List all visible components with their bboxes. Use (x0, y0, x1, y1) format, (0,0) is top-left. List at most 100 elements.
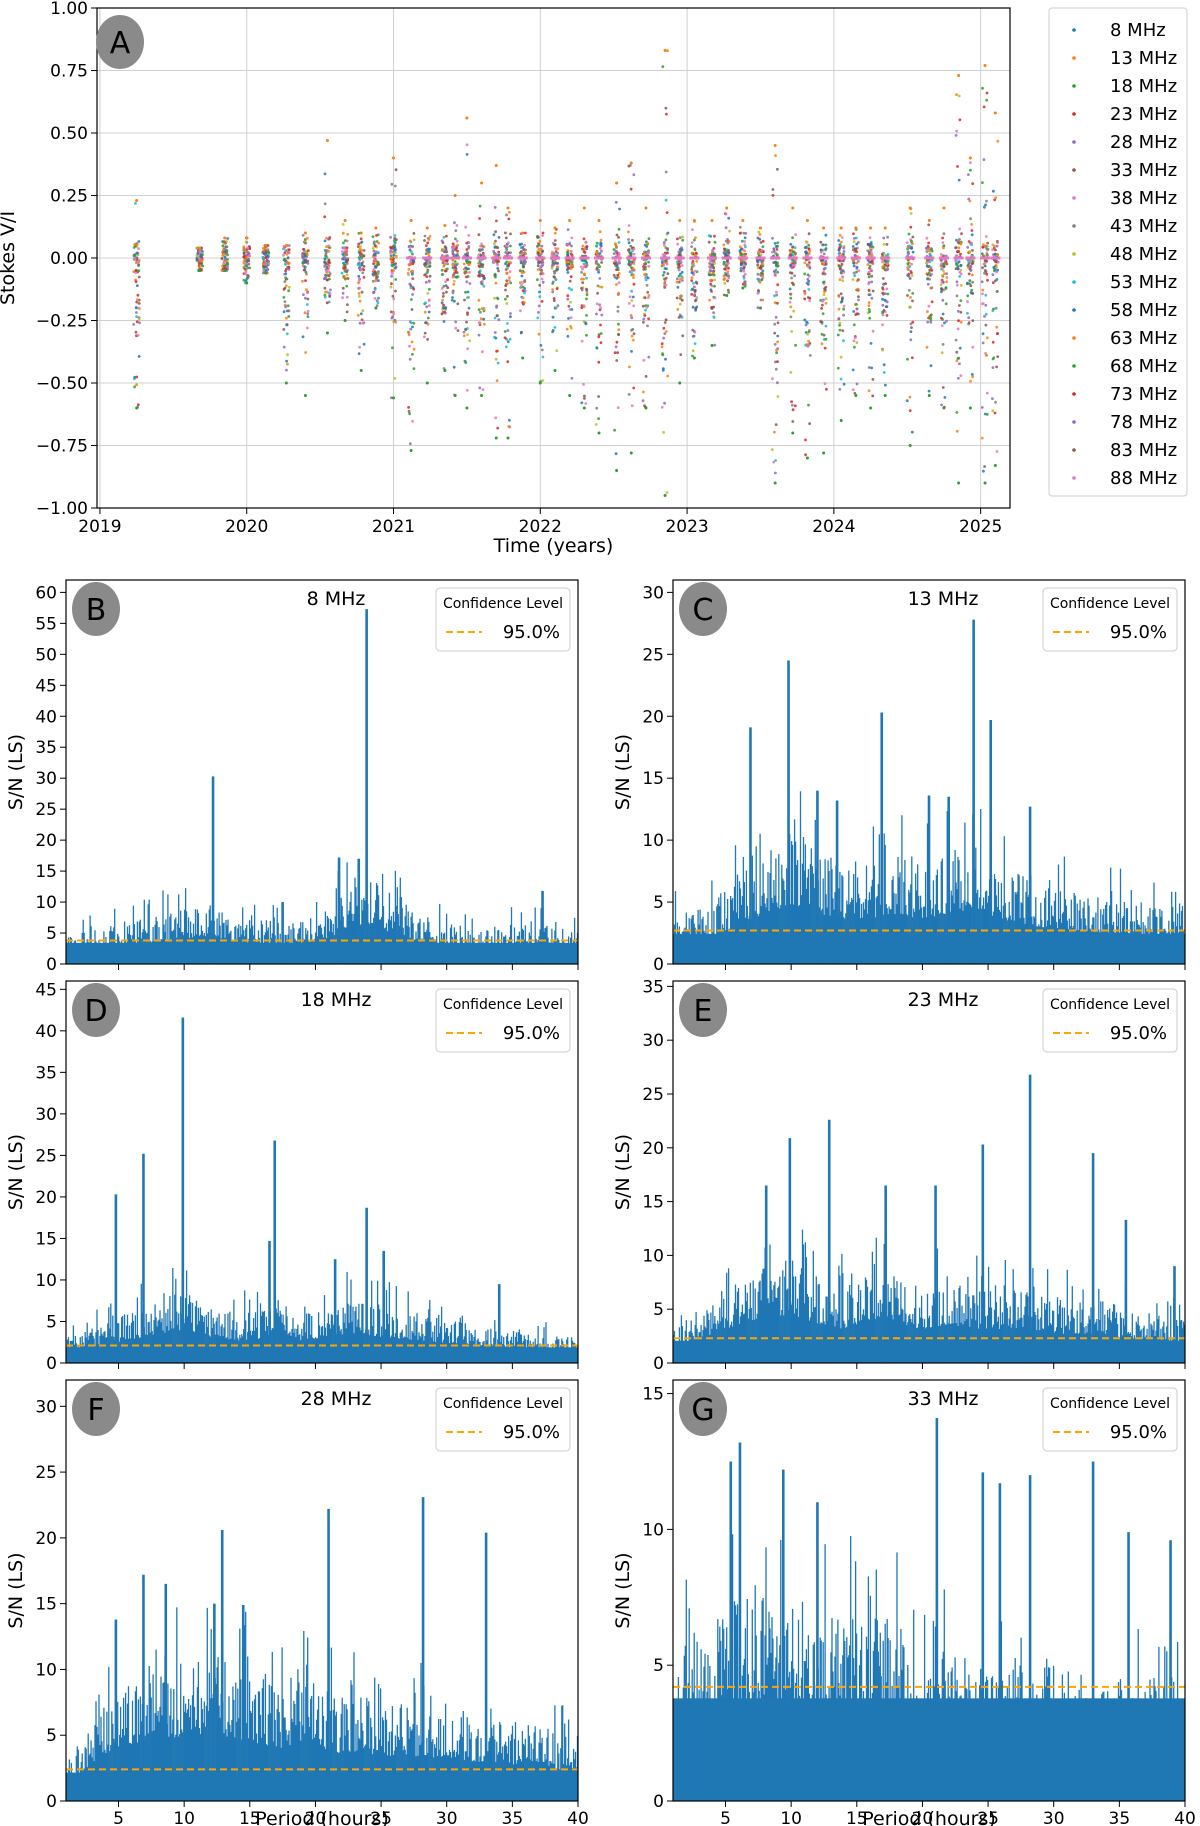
stokes-point (585, 289, 589, 292)
stokes-point (134, 269, 138, 272)
stokes-point (836, 333, 840, 337)
stokes-point (198, 257, 202, 260)
stokes-point (664, 276, 668, 280)
stokes-point (614, 345, 618, 349)
y-tick-label: 30 (35, 769, 57, 789)
stokes-point (804, 240, 808, 244)
stokes-point (580, 286, 583, 290)
stokes-point (983, 481, 987, 485)
stokes-point (133, 254, 137, 257)
stokes-point (466, 290, 470, 294)
stokes-point (411, 270, 414, 273)
stokes-point (841, 275, 845, 279)
stokes-point (508, 418, 511, 422)
stokes-point (793, 404, 797, 408)
stokes-point (789, 371, 793, 374)
stokes-point (807, 288, 811, 291)
stokes-point (411, 325, 414, 329)
stokes-point (955, 350, 959, 354)
stokes-point (409, 449, 413, 452)
stokes-point (137, 275, 141, 279)
stokes-point (774, 260, 777, 264)
stokes-point (725, 294, 729, 297)
stokes-point (774, 367, 778, 371)
stokes-point (451, 275, 455, 279)
stokes-point (743, 272, 747, 276)
stokes-point (523, 301, 526, 304)
stokes-point (722, 278, 726, 281)
stokes-point (643, 273, 646, 276)
stokes-point (969, 379, 972, 383)
stokes-point (971, 259, 975, 263)
stokes-point (595, 266, 599, 269)
stokes-point (497, 236, 501, 239)
stokes-point (505, 260, 509, 264)
y-axis-label: S/N (LS) (5, 734, 27, 810)
stokes-point (959, 374, 963, 378)
stokes-point (393, 239, 396, 243)
stokes-point (506, 329, 510, 332)
stokes-point (495, 349, 498, 353)
stokes-point (495, 219, 498, 223)
stokes-point (445, 259, 449, 263)
stokes-point (642, 317, 646, 321)
stokes-point (427, 238, 431, 241)
stokes-points (132, 49, 1001, 497)
stokes-point (303, 231, 307, 235)
stokes-point (970, 288, 974, 292)
stokes-point (539, 267, 542, 270)
stokes-point (496, 263, 499, 267)
stokes-point (617, 292, 620, 296)
periodogram-bars (65, 1017, 579, 1363)
stokes-point (553, 226, 557, 230)
stokes-point (982, 158, 986, 162)
stokes-point (582, 320, 586, 323)
stokes-point (410, 272, 414, 276)
stokes-point (464, 290, 467, 294)
stokes-point (807, 339, 810, 343)
stokes-point (869, 242, 873, 246)
stokes-point (133, 375, 137, 379)
stokes-point (595, 312, 598, 316)
legend-entry: 78 MHz (1110, 412, 1177, 433)
stokes-point (707, 234, 711, 238)
stokes-point (570, 308, 574, 311)
stokes-point (646, 296, 650, 299)
stokes-point (389, 310, 393, 314)
stokes-point (540, 300, 544, 303)
stokes-point (505, 213, 508, 217)
stokes-point (773, 144, 777, 147)
stokes-point (789, 263, 792, 267)
stokes-point (615, 469, 619, 472)
legend-entry: 83 MHz (1110, 440, 1177, 461)
stokes-point (390, 182, 394, 186)
stokes-point (984, 303, 988, 307)
stokes-point (465, 254, 469, 257)
stokes-point (886, 267, 890, 271)
stokes-point (426, 338, 429, 341)
stokes-point (772, 270, 776, 273)
stokes-point (905, 399, 909, 403)
stokes-point (357, 249, 361, 252)
stokes-point (993, 464, 997, 467)
stokes-point (478, 204, 482, 208)
stokes-point (323, 286, 327, 290)
stokes-point (679, 353, 683, 356)
stokes-point (445, 290, 448, 294)
stokes-point (582, 237, 586, 241)
stokes-point (580, 401, 584, 405)
stokes-point (494, 357, 498, 361)
y-tick-label: −0.50 (36, 374, 88, 394)
stokes-point (223, 240, 226, 244)
stokes-point (482, 317, 486, 321)
stokes-point (596, 242, 599, 245)
stokes-point (600, 249, 603, 253)
stokes-point (480, 242, 483, 246)
stokes-point (494, 273, 497, 277)
stokes-point (426, 241, 430, 245)
stokes-point (959, 320, 963, 324)
stokes-point (690, 251, 694, 255)
stokes-point (567, 262, 571, 266)
stokes-point (301, 253, 304, 257)
stokes-point (284, 244, 288, 247)
